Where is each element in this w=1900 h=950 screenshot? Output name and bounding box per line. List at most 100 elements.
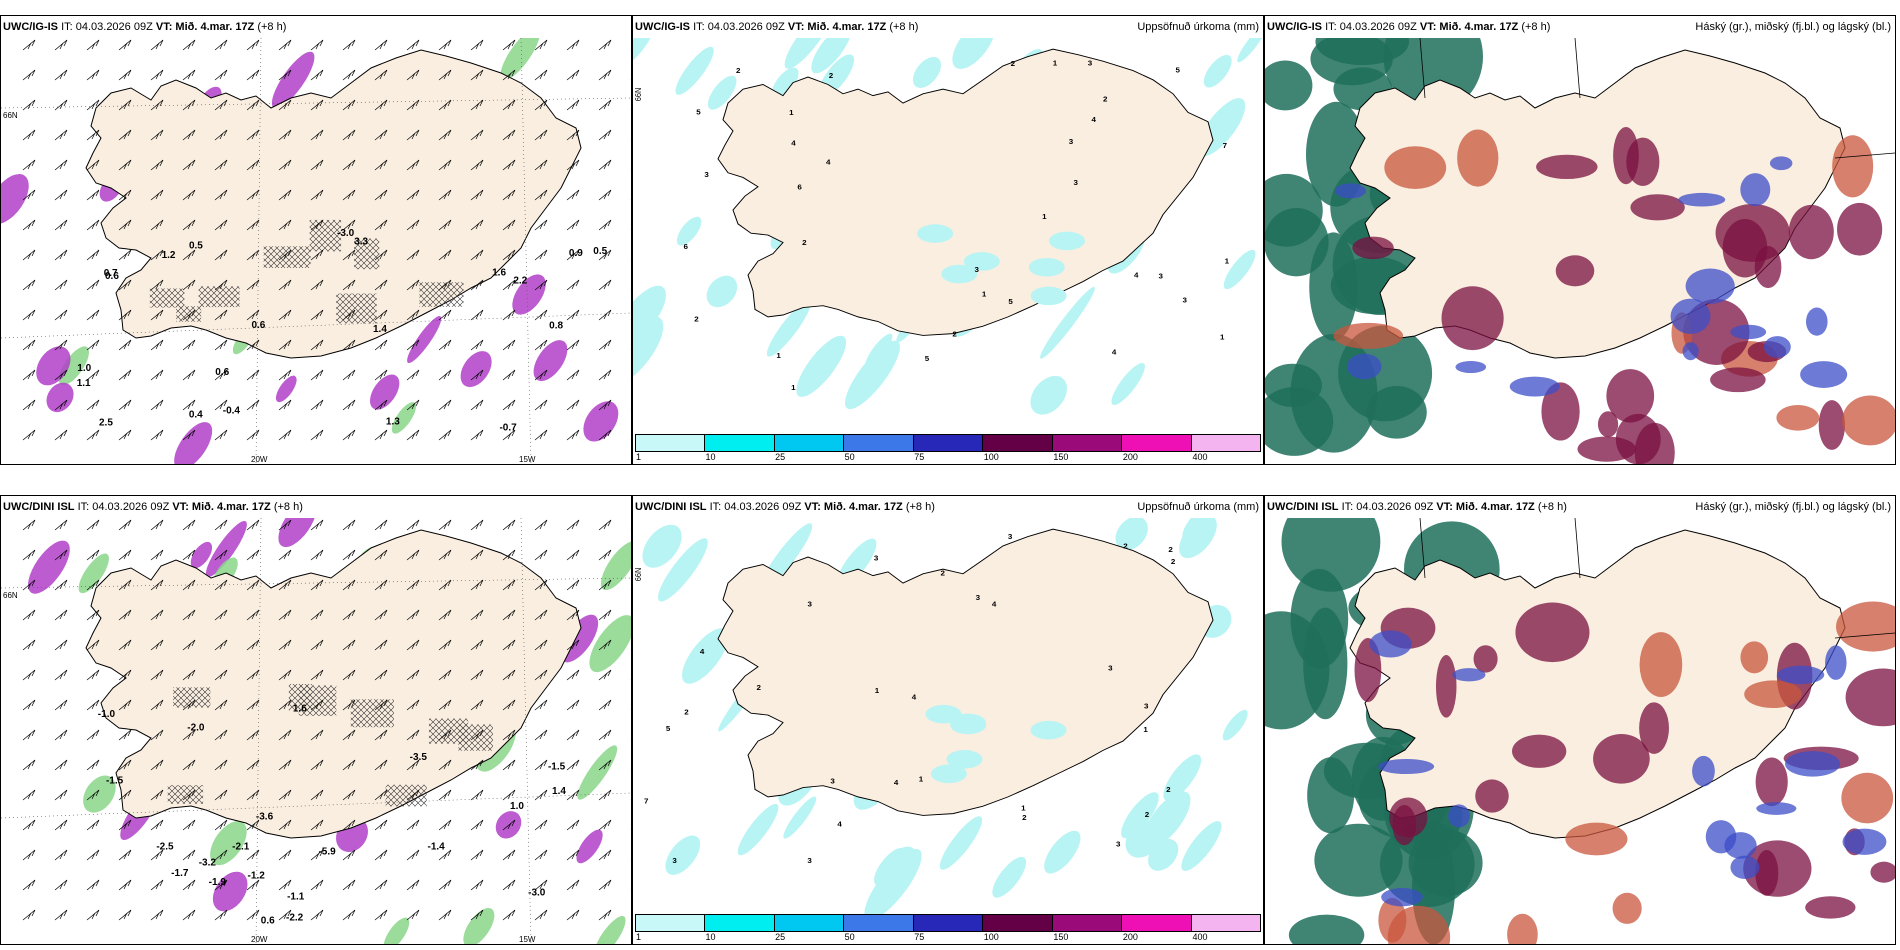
wind-barb — [182, 909, 196, 921]
wind-barb — [374, 249, 388, 261]
temperature-label: 0.4 — [189, 409, 203, 420]
wind-barb — [182, 879, 196, 891]
wind-barb — [598, 849, 612, 861]
low-cloud — [1314, 823, 1403, 897]
precip-area — [1182, 518, 1209, 538]
wind-barb — [374, 129, 388, 141]
iceland-land — [717, 48, 1214, 336]
valid-time: VT: Mið. 4.mar. 17Z — [155, 21, 255, 33]
temperature-label: -3.5 — [410, 752, 428, 763]
map-area: 1.2 0.8 0.6 -0.7 1.1 0.6 1.4 0.4 0.6 0.9 1.6 0.5 0.7… — [1, 38, 631, 464]
wind-barb — [374, 99, 388, 111]
wind-barb — [566, 699, 580, 711]
mid-cloud — [1740, 641, 1769, 674]
wind-barb — [150, 129, 164, 141]
legend-ticks: 1 10 25 50 75 100 150 200 400 — [635, 932, 1261, 944]
init-time: IT: 04.03.2026 09Z — [1325, 21, 1417, 33]
wind-barb — [150, 639, 164, 651]
wind-barb — [438, 279, 452, 291]
wind-barb — [502, 849, 516, 861]
precip-area-land — [1049, 231, 1086, 251]
wind-barb — [598, 519, 612, 531]
wind-barb — [150, 189, 164, 201]
wind-barb — [502, 579, 516, 591]
temperature-label: -3.0 — [337, 228, 355, 239]
mid-cloud — [1788, 204, 1834, 260]
panel-title: Háský (gr.), miðský (fj.bl.) og lágský (… — [1695, 21, 1891, 33]
mid-cloud — [1710, 367, 1766, 393]
precip-label: 1 — [1143, 725, 1148, 734]
legend-tick-label: 150 — [1053, 932, 1069, 942]
wind-barb — [438, 369, 452, 381]
mid-cloud — [1626, 137, 1660, 186]
wind-barb — [150, 249, 164, 261]
wind-barb — [534, 219, 548, 231]
wind-barb — [214, 339, 228, 351]
wind-barb — [470, 819, 484, 831]
wind-barb — [406, 579, 420, 591]
precip-area — [1111, 363, 1145, 406]
wind-barb — [406, 819, 420, 831]
wind-barb — [118, 669, 132, 681]
high-cloud — [1692, 755, 1715, 787]
wind-barb — [22, 639, 36, 651]
precip-label: 3 — [1144, 702, 1149, 711]
wind-barb — [566, 399, 580, 411]
wind-barb — [310, 129, 324, 141]
wind-barb — [502, 309, 516, 321]
wind-barb — [182, 519, 196, 531]
wind-barb — [502, 519, 516, 531]
legend-swatch — [636, 915, 706, 931]
wind-barb — [54, 339, 68, 351]
temperature-label: -2.5 — [156, 842, 174, 853]
wind-barb — [534, 729, 548, 741]
precip-blob — [577, 745, 618, 800]
temperature-label: -1.4 — [428, 842, 446, 853]
mid-cloud — [1333, 322, 1404, 349]
precip-label: 4 — [700, 647, 705, 656]
wind-barb — [86, 189, 100, 201]
low-cloud — [1307, 757, 1355, 834]
wind-barb — [150, 759, 164, 771]
wind-barb — [214, 669, 228, 681]
wind-barb — [214, 369, 228, 381]
mid-cloud — [1473, 645, 1498, 673]
wind-barb — [342, 669, 356, 681]
hatch-area — [354, 238, 380, 270]
precip-label: 1 — [1021, 804, 1026, 813]
temperature-label: 0.6 — [105, 271, 119, 282]
wind-barb — [22, 279, 36, 291]
wind-barb — [374, 819, 388, 831]
wind-barb — [150, 879, 164, 891]
wind-barb — [22, 39, 36, 51]
wind-barb — [182, 759, 196, 771]
precip-area — [952, 38, 995, 69]
wind-barb — [182, 819, 196, 831]
wind-barb — [246, 819, 260, 831]
wind-barb — [214, 879, 228, 891]
wind-barb — [54, 249, 68, 261]
precip-blob — [278, 518, 317, 548]
wind-barb — [182, 309, 196, 321]
wind-barb — [470, 699, 484, 711]
wind-barb — [598, 249, 612, 261]
precip-area — [682, 628, 729, 684]
panel-header: UWC/DINI ISL IT: 04.03.2026 09Z VT: Mið.… — [1265, 496, 1895, 518]
wind-barb — [438, 519, 452, 531]
precip-area — [1222, 709, 1248, 741]
wind-barb — [54, 189, 68, 201]
model-name: UWC/IG-IS — [635, 21, 690, 33]
wind-barb — [438, 219, 452, 231]
wind-barb — [342, 249, 356, 261]
wind-barb — [470, 399, 484, 411]
high-cloud — [1509, 376, 1560, 397]
legend-tick-label: 200 — [1122, 452, 1138, 462]
wind-barb — [182, 159, 196, 171]
wind-barb — [150, 369, 164, 381]
map-area: 3 1 2 1 2 2 3 2 4 5 3 2 1 4 3 2 4 3 3 3 2 7 4 2 1 2 3 4 3 3 66N — [633, 518, 1263, 914]
wind-barb — [342, 309, 356, 321]
init-time: IT: 04.03.2026 09Z — [77, 501, 170, 513]
wind-barb — [118, 519, 132, 531]
temperature-label: -2.1 — [232, 842, 250, 853]
precip-blob — [370, 374, 400, 410]
